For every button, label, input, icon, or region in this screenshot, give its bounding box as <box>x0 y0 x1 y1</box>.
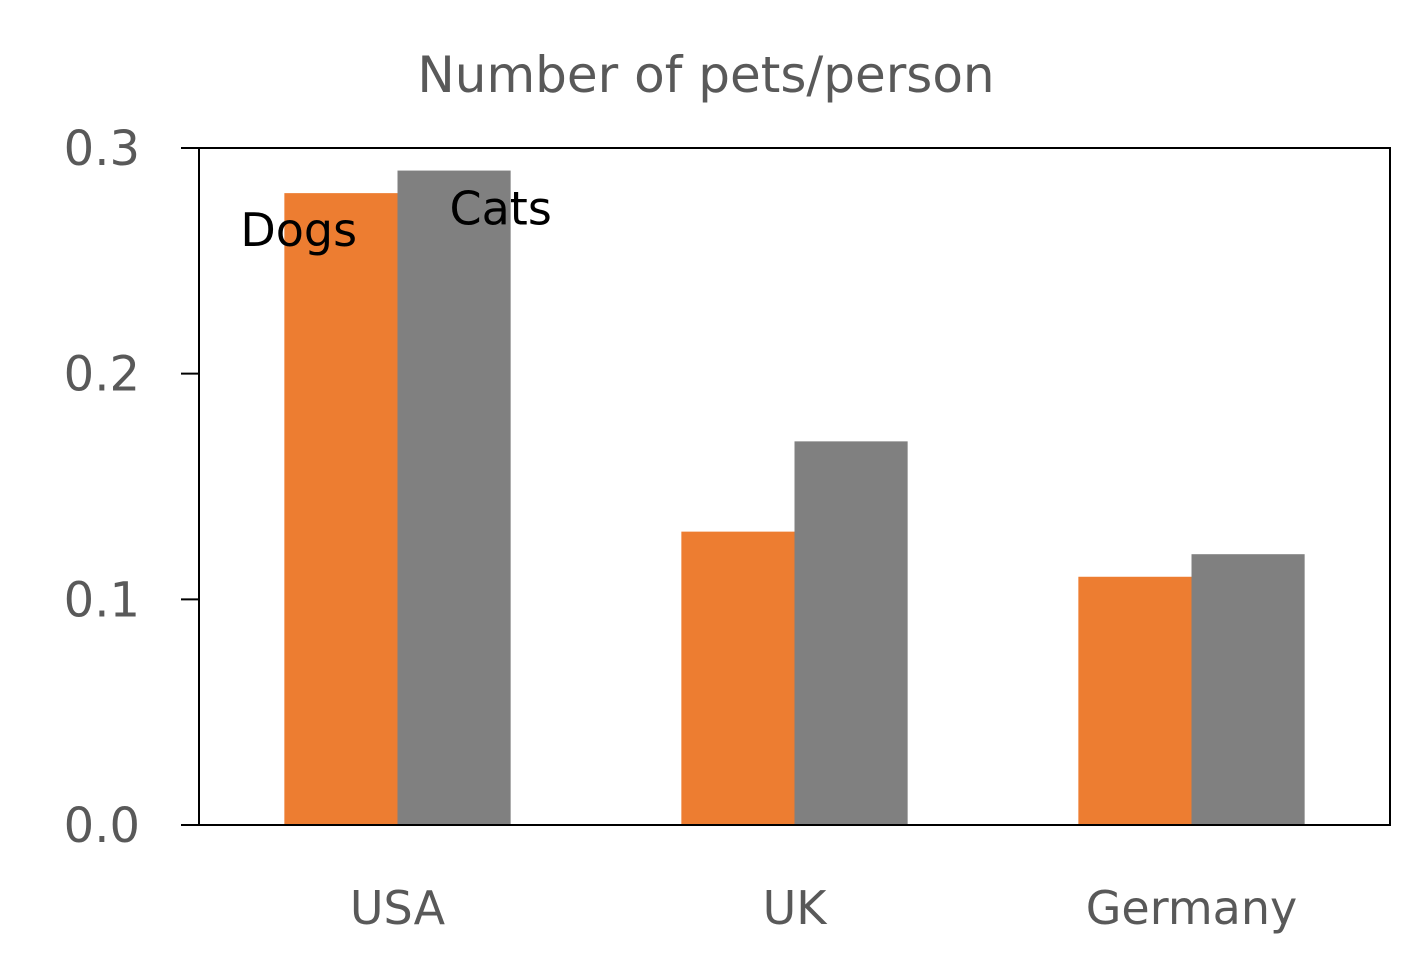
plot-frame <box>198 147 1391 826</box>
y-tick-label: 0.1 <box>64 572 140 628</box>
bar-cats-uk <box>794 441 908 825</box>
x-category-label: Germany <box>1086 881 1297 935</box>
bar-cats-usa <box>397 170 511 826</box>
bar-dogs-usa <box>284 193 398 826</box>
series-label-cats: Cats <box>450 182 552 236</box>
x-category-label: USA <box>350 881 446 935</box>
chart-title: Number of pets/person <box>417 46 994 104</box>
bars-group <box>284 170 1305 826</box>
x-axis: USA UK Germany <box>350 881 1297 935</box>
bar-dogs-germany <box>1078 576 1192 825</box>
bar-dogs-uk <box>681 531 795 825</box>
series-labels: Dogs Cats <box>240 182 551 258</box>
y-tick-label: 0.3 <box>64 121 140 177</box>
y-tick-label: 0.0 <box>64 798 140 854</box>
y-axis: 0.0 0.1 0.2 0.3 <box>64 121 199 854</box>
series-label-dogs: Dogs <box>240 203 357 257</box>
y-tick-label: 0.2 <box>64 347 140 403</box>
bar-cats-germany <box>1191 554 1305 825</box>
x-category-label: UK <box>763 881 829 935</box>
